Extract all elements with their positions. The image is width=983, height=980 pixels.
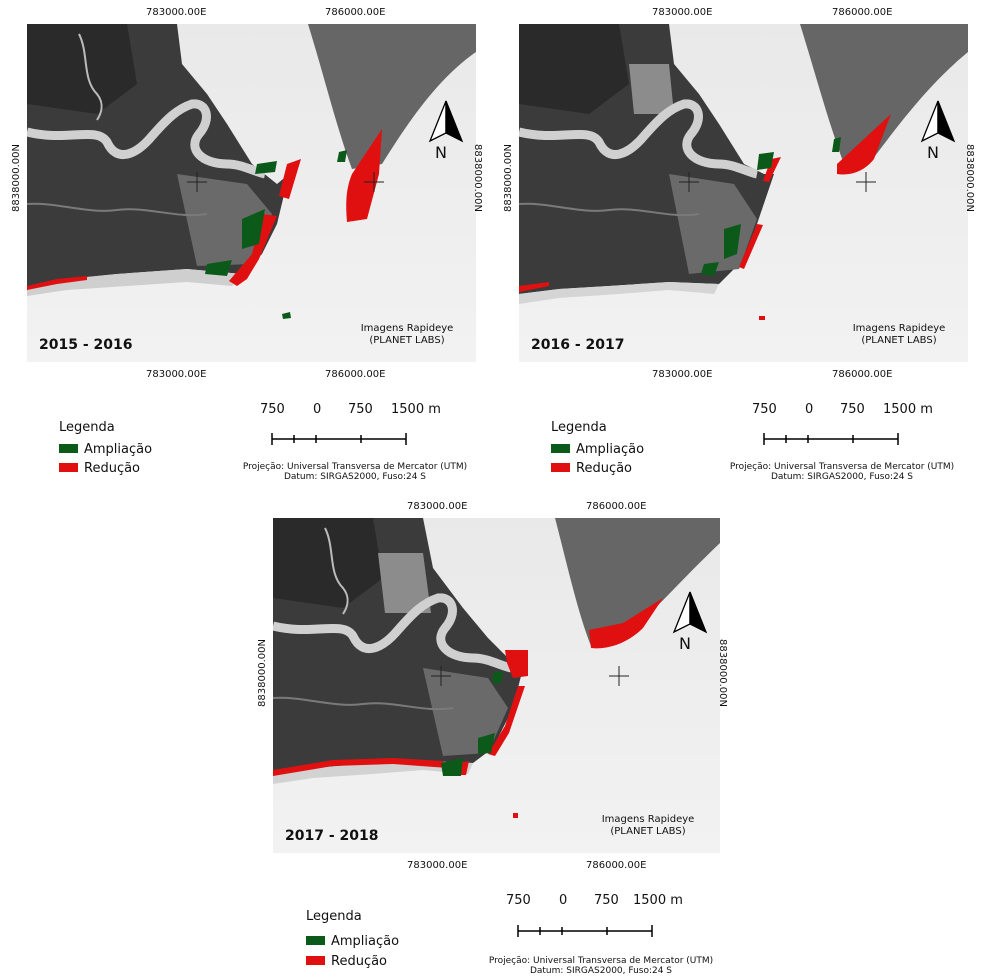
top-coord-2: 786000.00E (325, 7, 386, 18)
image-credit: Imagens Rapideye (PLANET LABS) (593, 814, 703, 838)
coastline-map (519, 24, 968, 320)
period-label: 2017 - 2018 (285, 828, 379, 844)
credit-line-2: (PLANET LABS) (369, 335, 445, 346)
credit-line-1: Imagens Rapideye (852, 323, 946, 334)
bottom-coord-2: 786000.00E (832, 369, 893, 380)
projection-line-1: Projeção: Universal Transversa de Mercat… (729, 462, 955, 472)
legend-item-ampliacao: Ampliação (59, 442, 153, 457)
legend-item-reducao: Redução (306, 954, 388, 969)
north-arrow: N (916, 99, 960, 162)
image-credit: Imagens Rapideye (PLANET LABS) (844, 323, 954, 347)
north-label: N (927, 143, 939, 162)
credit-line-2: (PLANET LABS) (861, 335, 937, 346)
scale-bar-graphic (763, 433, 899, 445)
legend-item-ampliacao: Ampliação (551, 442, 645, 457)
legend-label: Redução (576, 461, 633, 476)
north-arrow: N (668, 590, 712, 653)
projection-line-2: Datum: SIRGAS2000, Fuso:24 S (529, 966, 673, 976)
legend-swatch-red (551, 463, 570, 472)
legend-title: Legenda (306, 909, 362, 924)
image-credit: Imagens Rapideye (PLANET LABS) (352, 323, 462, 347)
scale-label-750-left: 750 (752, 402, 777, 417)
legend-swatch-green (551, 444, 570, 453)
projection-line-2: Datum: SIRGAS2000, Fuso:24 S (283, 472, 427, 482)
scale-label-1500: 1500 m (633, 893, 683, 908)
projection-line-1: Projeção: Universal Transversa de Mercat… (242, 462, 468, 472)
legend-label: Ampliação (576, 442, 645, 457)
credit-line-1: Imagens Rapideye (601, 814, 695, 825)
bottom-coord-2: 786000.00E (586, 860, 647, 871)
credit-line-2: (PLANET LABS) (610, 826, 686, 837)
legend-item-ampliacao: Ampliação (306, 934, 400, 949)
north-label: N (435, 143, 447, 162)
north-arrow: N (424, 99, 468, 162)
projection-note: Projeção: Universal Transversa de Mercat… (701, 462, 983, 482)
legend-swatch-green (306, 936, 325, 945)
scale-bar-graphic (271, 433, 407, 445)
projection-line-1: Projeção: Universal Transversa de Mercat… (488, 956, 714, 966)
scale-label-750-right: 750 (594, 893, 619, 908)
period-label: 2015 - 2016 (39, 337, 133, 353)
legend-swatch-red (306, 956, 325, 965)
scale-label-750-left: 750 (506, 893, 531, 908)
scale-label-1500: 1500 m (883, 402, 933, 417)
top-coord-1: 783000.00E (407, 501, 468, 512)
scale-label-750-left: 750 (260, 402, 285, 417)
right-coord: 8838000.00N (471, 144, 483, 212)
legend-item-reducao: Redução (59, 461, 141, 476)
coastline-map (273, 518, 720, 818)
satellite-image: N 2017 - 2018 Imagens Rapideye (PLANET L… (273, 518, 720, 853)
scale-label-750-right: 750 (840, 402, 865, 417)
projection-note: Projeção: Universal Transversa de Mercat… (209, 462, 501, 482)
satellite-image: N 2016 - 2017 Imagens Rapideye (PLANET L… (519, 24, 968, 362)
scale-label-0: 0 (559, 893, 568, 908)
legend-title: Legenda (551, 420, 607, 435)
legend-item-reducao: Redução (551, 461, 633, 476)
legend-swatch-green (59, 444, 78, 453)
north-label: N (679, 634, 691, 653)
period-label: 2016 - 2017 (531, 337, 625, 353)
right-coord: 8838000.00N (963, 144, 975, 212)
top-coord-2: 786000.00E (832, 7, 893, 18)
scale-label-1500: 1500 m (391, 402, 441, 417)
north-arrow-icon (672, 591, 708, 634)
legend-title: Legenda (59, 420, 115, 435)
scale-label-0: 0 (313, 402, 322, 417)
coastline-map (27, 24, 476, 319)
legend-label: Ampliação (331, 934, 400, 949)
bottom-coord-1: 783000.00E (146, 369, 207, 380)
bottom-coord-1: 783000.00E (407, 860, 468, 871)
legend-label: Redução (84, 461, 141, 476)
legend-label: Redução (331, 954, 388, 969)
legend-label: Ampliação (84, 442, 153, 457)
satellite-image: N 2015 - 2016 Imagens Rapideye (PLANET L… (27, 24, 476, 362)
projection-note: Projeção: Universal Transversa de Mercat… (455, 956, 747, 976)
credit-line-1: Imagens Rapideye (360, 323, 454, 334)
projection-line-2: Datum: SIRGAS2000, Fuso:24 S (770, 472, 914, 482)
bottom-coord-2: 786000.00E (325, 369, 386, 380)
scale-label-0: 0 (805, 402, 814, 417)
top-coord-2: 786000.00E (586, 501, 647, 512)
right-coord: 8838000.00N (716, 639, 728, 707)
top-coord-1: 783000.00E (146, 7, 207, 18)
scale-bar-graphic (517, 925, 653, 937)
north-arrow-icon (428, 100, 464, 143)
top-coord-1: 783000.00E (652, 7, 713, 18)
left-coord: 8838000.00N (256, 639, 268, 707)
scale-label-750-right: 750 (348, 402, 373, 417)
legend-swatch-red (59, 463, 78, 472)
left-coord: 8838000.00N (502, 144, 514, 212)
left-coord: 8838000.00N (10, 144, 22, 212)
bottom-coord-1: 783000.00E (652, 369, 713, 380)
north-arrow-icon (920, 100, 956, 143)
